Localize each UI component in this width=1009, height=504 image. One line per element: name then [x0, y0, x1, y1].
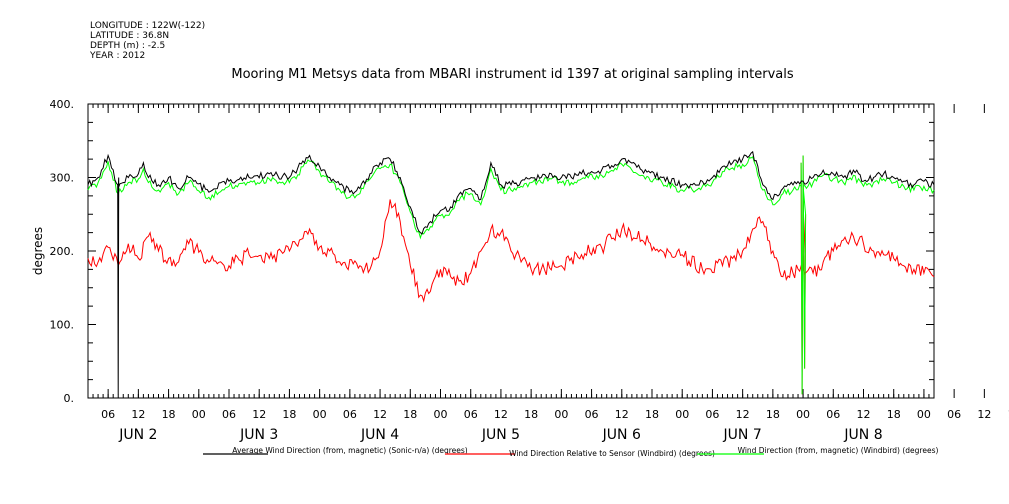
- x-tick-label: 00: [434, 408, 448, 421]
- x-tick-label: 18: [162, 408, 176, 421]
- day-label: JUN 3: [239, 427, 278, 443]
- x-tick-label: 12: [373, 408, 387, 421]
- series-line-3: [87, 155, 935, 395]
- year-label: YEAR : 2012: [90, 51, 146, 61]
- x-tick-label: 00: [917, 408, 931, 421]
- x-tick-label: 00: [796, 408, 810, 421]
- x-tick-label: 12: [252, 408, 266, 421]
- x-tick-label: 18: [645, 408, 659, 421]
- day-label: JUN 4: [360, 427, 399, 443]
- day-label: JUN 2: [118, 427, 157, 443]
- day-label: JUN 7: [723, 427, 762, 443]
- x-tick-label: 06: [947, 408, 961, 421]
- chart-title: Mooring M1 Metsys data from MBARI instru…: [231, 67, 794, 82]
- x-tick-label: 00: [313, 408, 327, 421]
- x-tick-label: 12: [494, 408, 508, 421]
- x-tick-label: 12: [857, 408, 871, 421]
- x-tick-label: 18: [282, 408, 296, 421]
- x-tick-label: 06: [464, 408, 478, 421]
- x-tick-label: 06: [826, 408, 840, 421]
- metadata-block: LONGITUDE : 122W(-122) LATITUDE : 36.8N …: [90, 21, 205, 61]
- x-tick-label: 12: [736, 408, 750, 421]
- day-label: JUN 8: [843, 427, 882, 443]
- x-tick-label: 12: [977, 408, 991, 421]
- x-tick-label: 18: [1008, 408, 1009, 421]
- x-tick-label: 12: [131, 408, 145, 421]
- x-tick-label: 06: [705, 408, 719, 421]
- x-tick-label: 06: [343, 408, 357, 421]
- y-tick-label: 400.: [50, 98, 75, 111]
- series-line-2: [87, 155, 935, 395]
- y-axis-label: degrees: [31, 227, 45, 275]
- x-tick-label: 06: [101, 408, 115, 421]
- x-tick-label: 12: [615, 408, 629, 421]
- x-tick-label: 18: [887, 408, 901, 421]
- x-tick-label: 06: [585, 408, 599, 421]
- y-tick-label: 200.: [50, 245, 75, 258]
- latitude-label: LATITUDE : 36.8N: [90, 31, 170, 41]
- legend-label-3: Wind Direction (from, magnetic) (Windbir…: [738, 446, 939, 455]
- x-tick-label: 00: [192, 408, 206, 421]
- x-tick-label: 18: [524, 408, 538, 421]
- series-line-1: [87, 150, 935, 395]
- day-label: JUN 5: [481, 427, 520, 443]
- x-tick-label: 18: [403, 408, 417, 421]
- y-tick-label: 0.: [64, 392, 75, 405]
- x-tick-label: 18: [766, 408, 780, 421]
- x-tick-label: 00: [554, 408, 568, 421]
- legend-label-2: Wind Direction Relative to Sensor (Windb…: [509, 449, 715, 458]
- x-tick-label: 00: [675, 408, 689, 421]
- day-label: JUN 6: [602, 427, 641, 443]
- depth-label: DEPTH (m) : -2.5: [90, 41, 166, 51]
- longitude-label: LONGITUDE : 122W(-122): [90, 21, 206, 31]
- x-tick-label: 06: [222, 408, 236, 421]
- y-tick-label: 100.: [50, 319, 75, 332]
- legend-label-1: Average Wind Direction (from, magnetic) …: [232, 446, 468, 455]
- y-tick-label: 300.: [50, 172, 75, 185]
